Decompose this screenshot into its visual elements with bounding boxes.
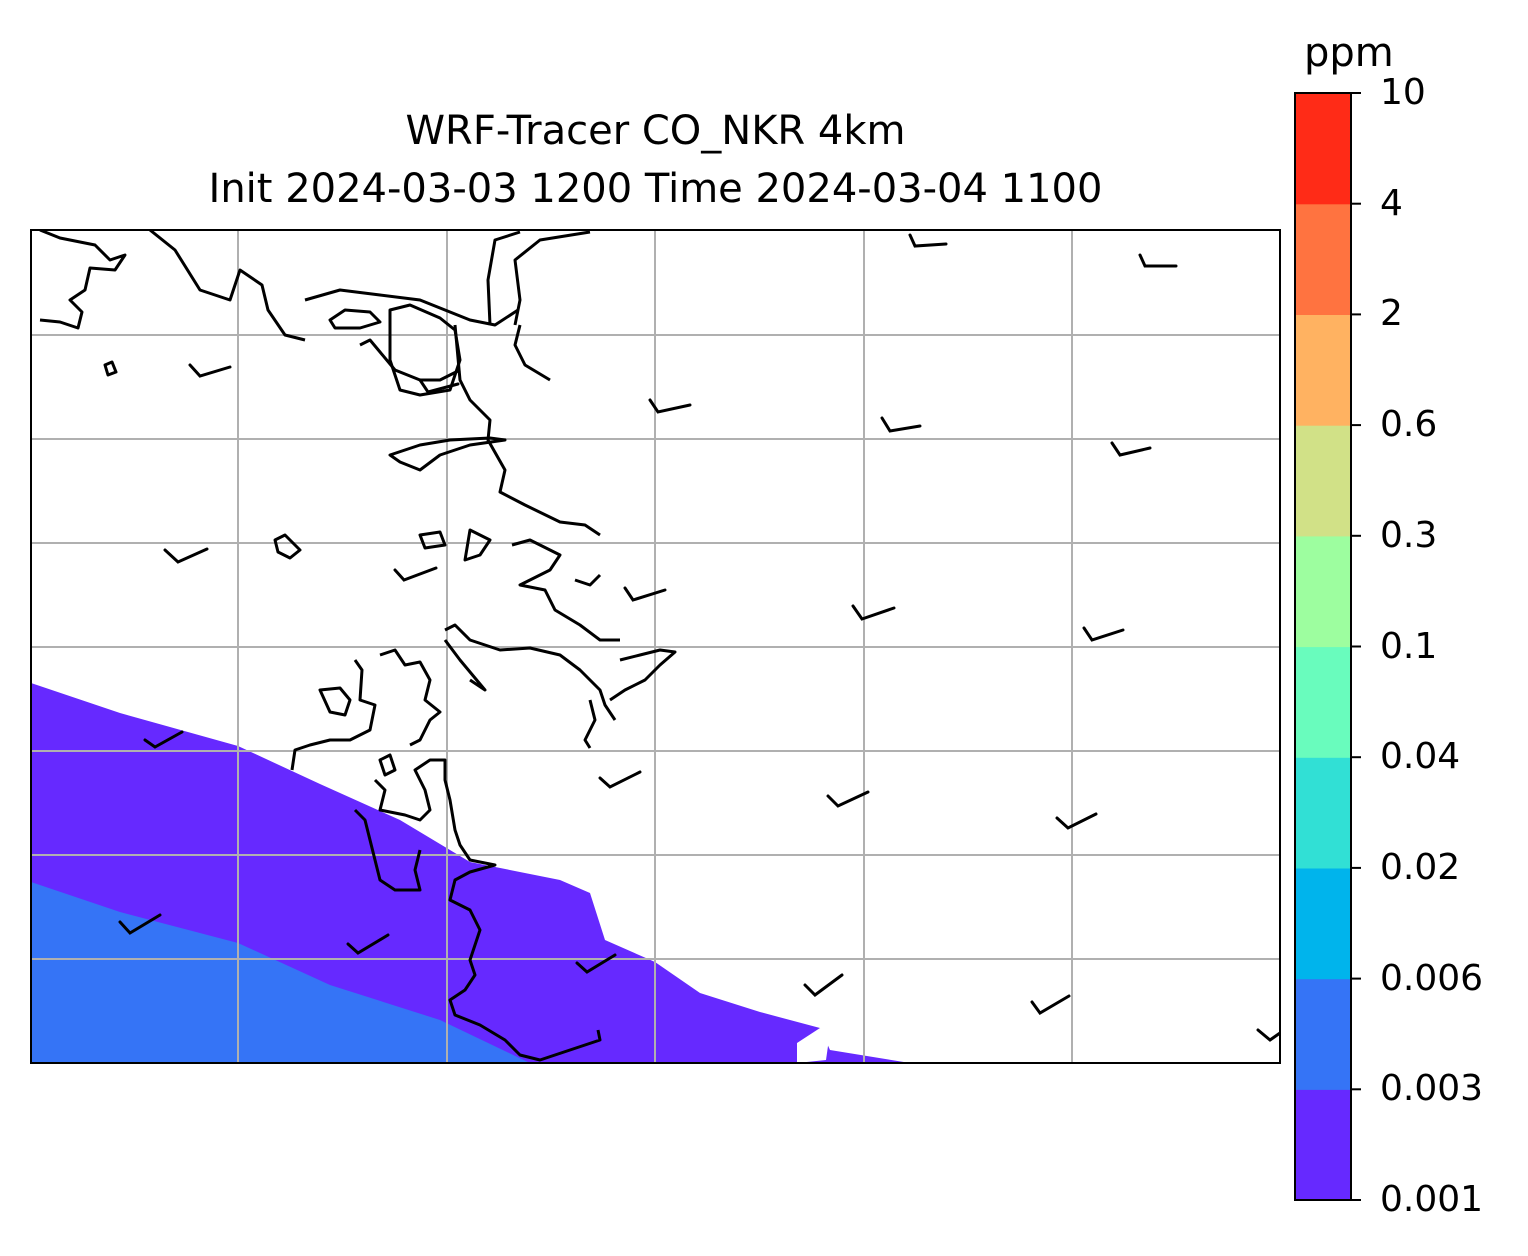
colorbar-segment <box>1295 425 1351 537</box>
map-title-line2: Init 2024-03-03 1200 Time 2024-03-04 110… <box>208 166 1103 212</box>
map-title-line1: WRF-Tracer CO_NKR 4km <box>405 108 906 154</box>
colorbar-tick-label: 0.001 <box>1380 1179 1484 1220</box>
colorbar-tick-label: 0.1 <box>1380 625 1438 667</box>
colorbar-unit-label: ppm <box>1304 30 1394 76</box>
colorbar <box>1294 92 1361 1201</box>
colorbar-segment <box>1295 203 1351 315</box>
concentration-band-0.003 <box>31 882 530 1063</box>
colorbar-tick-label: 0.006 <box>1380 957 1484 999</box>
gridlines <box>31 230 1280 1063</box>
colorbar-segment <box>1295 757 1351 869</box>
colorbar-tick-label: 0.6 <box>1380 404 1438 446</box>
colorbar-tick-label: 0.04 <box>1380 736 1461 778</box>
colorbar-segment <box>1295 314 1351 426</box>
colorbar-segment <box>1295 646 1351 758</box>
wind-barbs <box>118 233 1280 1042</box>
colorbar-tick-label: 10 <box>1380 72 1426 113</box>
map-frame <box>30 229 1281 1064</box>
colorbar-segment <box>1295 93 1351 205</box>
colorbar-segment <box>1295 1089 1351 1201</box>
colorbar-tick-label: 2 <box>1380 293 1403 335</box>
colorbar-tick-label: 4 <box>1380 182 1403 224</box>
colorbar-tick-label: 0.003 <box>1380 1068 1484 1110</box>
colorbar-segment <box>1295 535 1351 648</box>
colorbar-tick-label: 0.3 <box>1380 514 1438 556</box>
colorbar-tick-label: 0.02 <box>1380 846 1461 888</box>
colorbar-segment <box>1295 978 1351 1090</box>
colorbar-segment <box>1295 867 1351 980</box>
coastline <box>39 230 677 1062</box>
